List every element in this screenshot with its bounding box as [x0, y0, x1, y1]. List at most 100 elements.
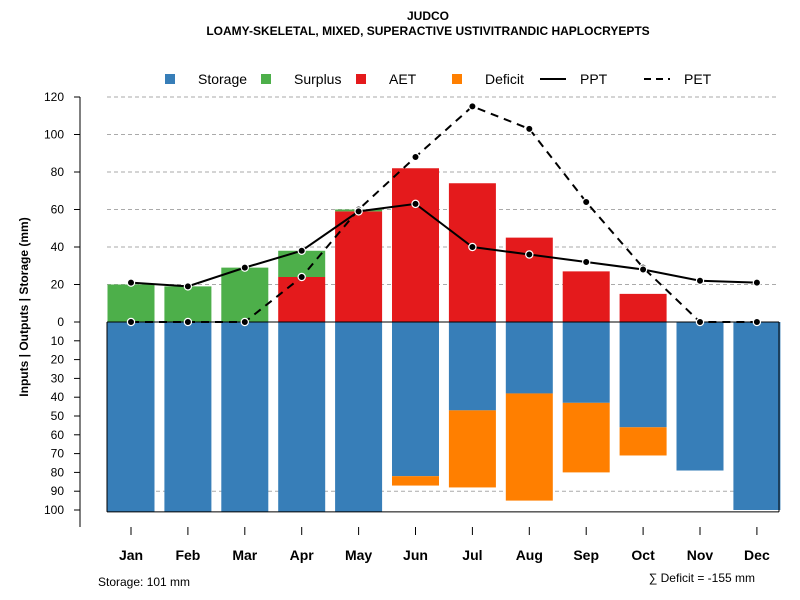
storage-bar	[733, 322, 781, 510]
month-label: Aug	[516, 547, 543, 563]
ppt-point	[638, 265, 648, 274]
storage-bar	[278, 322, 326, 512]
surplus-bar	[107, 284, 155, 322]
deficit-note: ∑ Deficit = -155 mm	[649, 571, 755, 585]
pet-point	[525, 124, 534, 134]
ppt-point	[297, 246, 306, 255]
month-label: Mar	[232, 547, 257, 563]
bars	[107, 168, 781, 512]
ppt-point	[240, 263, 249, 272]
y-tick-label: 120	[44, 90, 64, 104]
series-lines	[126, 102, 762, 327]
chart-subtitle: LOAMY-SKELETAL, MIXED, SUPERACTIVE USTIV…	[206, 24, 649, 38]
y-tick-label: 90	[51, 484, 65, 498]
y-axis-label: Inputs | Outputs | Storage (mm)	[17, 217, 31, 396]
aet-bar	[448, 183, 496, 322]
aet-bar	[392, 168, 439, 322]
month-label: May	[345, 547, 372, 563]
legend-swatch	[356, 74, 366, 84]
ppt-point	[411, 199, 420, 209]
storage-bar	[164, 322, 212, 512]
aet-bar	[562, 271, 610, 322]
y-tick-label: 20	[51, 353, 65, 367]
ppt-point	[525, 250, 534, 259]
ppt-point	[695, 276, 705, 285]
storage-bar	[221, 322, 269, 512]
ppt-point	[126, 278, 136, 287]
surplus-bar	[164, 286, 212, 322]
storage-bar	[392, 322, 439, 477]
month-label: Oct	[631, 547, 655, 563]
storage-bar	[562, 322, 610, 403]
storage-bar	[107, 322, 155, 512]
legend-swatch	[261, 74, 271, 84]
storage-bar	[335, 322, 383, 512]
deficit-bar	[562, 402, 610, 473]
y-tick-label: 40	[51, 240, 65, 254]
ppt-point	[183, 282, 193, 291]
pet-point	[582, 197, 591, 207]
y-tick-label: 100	[44, 503, 64, 517]
month-label: Feb	[175, 547, 200, 563]
legend-label: Deficit	[485, 71, 524, 87]
ppt-point	[468, 242, 477, 252]
chart-title: JUDCO	[407, 9, 449, 23]
month-label: Sep	[573, 547, 599, 563]
aet-bar	[619, 293, 667, 322]
legend-label: AET	[389, 71, 417, 87]
pet-point	[411, 152, 420, 162]
storage-bar	[505, 322, 553, 394]
pet-point	[183, 317, 193, 327]
ppt-point	[354, 207, 363, 216]
y-tick-label: 80	[51, 465, 65, 479]
pet-point	[126, 317, 136, 327]
tick-labels: 0 20 40 60 80 100 120 10 20 30 40 50 60 70 80 90 100 Jan F…	[44, 90, 770, 563]
pet-point	[240, 317, 249, 327]
pet-point	[297, 272, 306, 282]
aet-bar	[278, 277, 326, 322]
ppt-point	[582, 257, 591, 267]
legend-label: PPT	[580, 71, 608, 87]
legend-label: Surplus	[294, 71, 341, 87]
grid-lines	[107, 96, 779, 492]
storage-bar	[619, 322, 667, 428]
y-tick-label: 80	[51, 165, 65, 179]
deficit-bar	[619, 427, 667, 456]
y-tick-label: 30	[51, 371, 65, 385]
pet-point	[695, 317, 705, 327]
pet-point	[752, 317, 762, 327]
legend-swatch	[452, 74, 462, 84]
y-tick-label: 20	[51, 278, 65, 292]
storage-bar	[448, 322, 496, 411]
y-tick-label: 60	[51, 203, 65, 217]
month-label: Jan	[119, 547, 143, 563]
month-label: Dec	[744, 547, 770, 563]
ppt-point	[752, 278, 762, 287]
y-tick-label: 60	[51, 428, 65, 442]
storage-note: Storage: 101 mm	[98, 575, 190, 589]
y-tick-label: 10	[51, 334, 65, 348]
legend-label: PET	[684, 71, 712, 87]
deficit-bar	[505, 393, 553, 501]
month-label: Apr	[290, 547, 315, 563]
legend-label: Storage	[198, 71, 247, 87]
aet-bar	[335, 211, 383, 322]
deficit-bar	[392, 476, 439, 486]
y-tick-label: 70	[51, 447, 65, 461]
month-label: Nov	[687, 547, 714, 563]
aet-bar	[505, 237, 553, 322]
deficit-bar	[448, 410, 496, 488]
y-tick-label: 100	[44, 128, 64, 142]
month-label: Jun	[403, 547, 428, 563]
storage-bar	[676, 322, 724, 471]
ppt-line	[130, 202, 757, 288]
y-tick-label: 50	[51, 409, 65, 423]
legend: Storage Surplus AET Deficit PPT PET	[165, 71, 712, 87]
y-tick-label: 0	[57, 315, 64, 329]
legend-swatch	[165, 74, 175, 84]
month-label: Jul	[462, 547, 482, 563]
pet-line	[131, 105, 757, 323]
y-tick-label: 40	[51, 390, 65, 404]
pet-point	[468, 102, 477, 111]
